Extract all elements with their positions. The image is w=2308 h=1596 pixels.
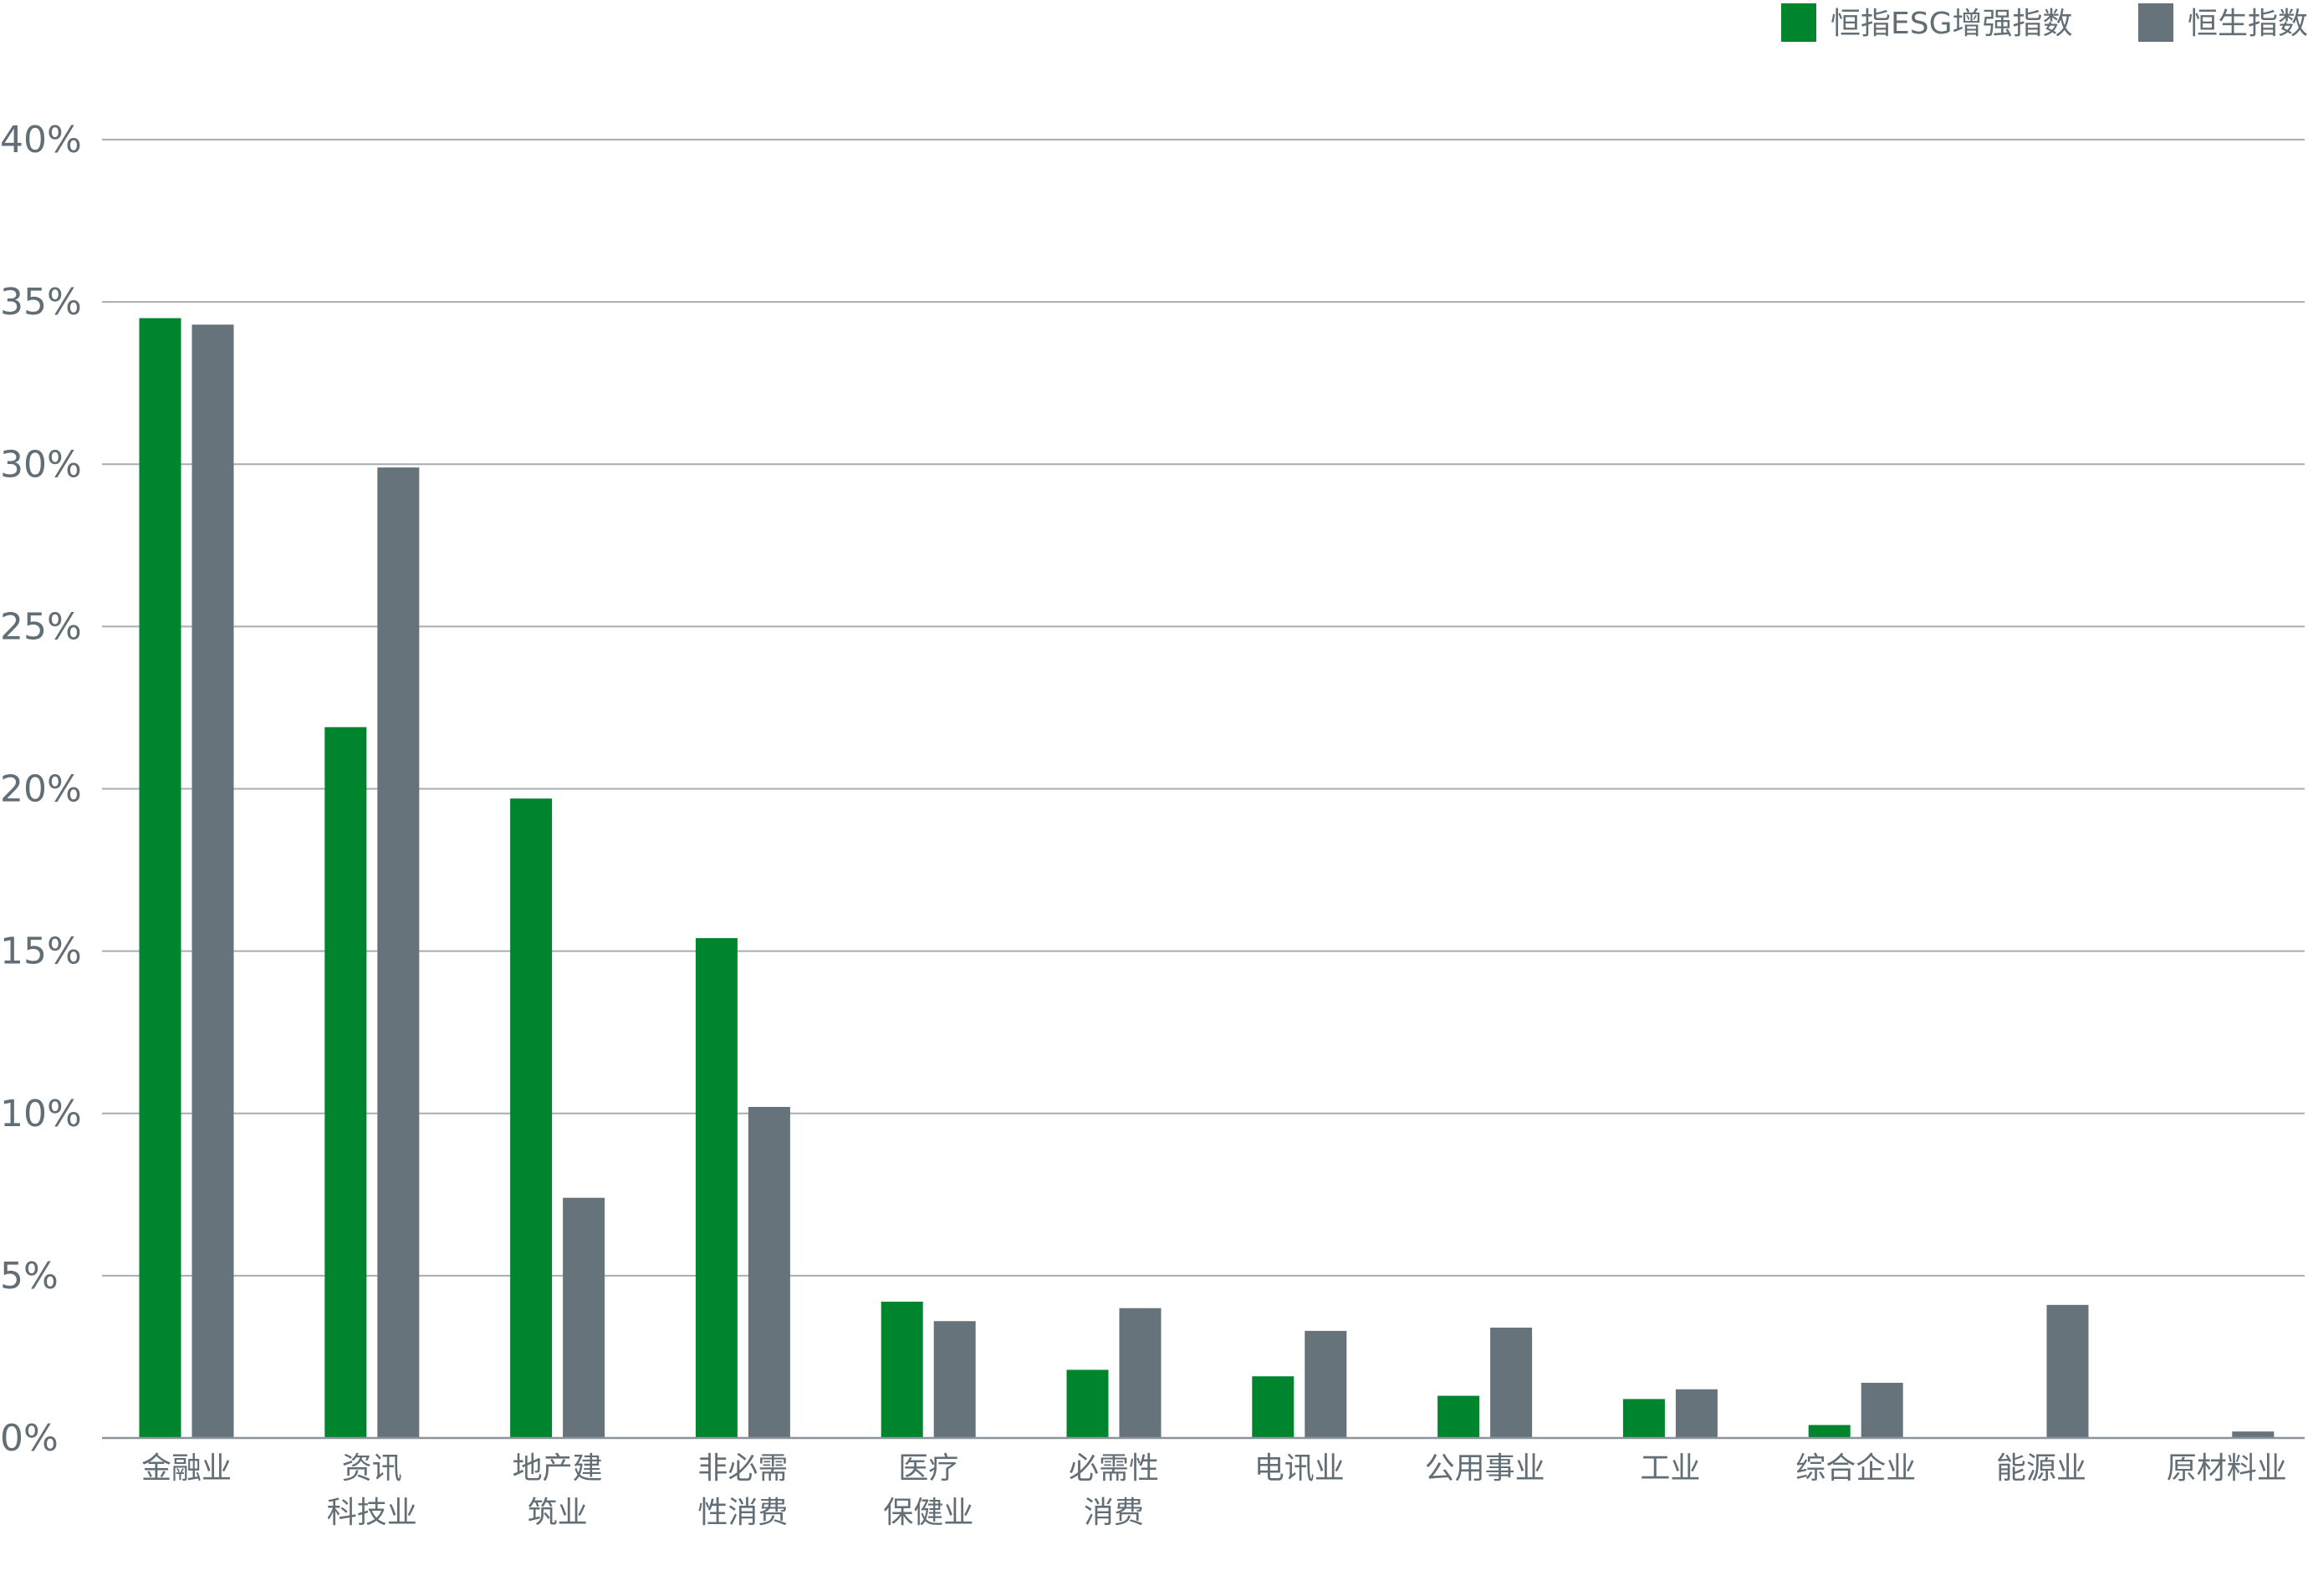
bar-group — [695, 938, 790, 1438]
legend-item: 恒生指数 — [2138, 3, 2308, 42]
x-category-label: 筑业 — [528, 1496, 588, 1530]
bar-group — [1622, 1389, 1718, 1438]
bar-esg-enhanced — [510, 798, 553, 1438]
bar-esg-enhanced — [1808, 1425, 1851, 1438]
x-category-label: 必需性 — [1069, 1451, 1159, 1486]
legend-item: 恒指ESG增强指数 — [1781, 3, 2073, 42]
y-tick-label: 35% — [0, 281, 82, 324]
bar-hang-seng — [1490, 1327, 1533, 1438]
bar-hang-seng — [377, 467, 420, 1438]
x-category-label: 保健业 — [883, 1496, 973, 1530]
legend-swatch — [1781, 3, 1816, 42]
x-category-label: 非必需 — [697, 1451, 788, 1486]
bar-hang-seng — [933, 1321, 976, 1438]
bar-group — [510, 798, 605, 1438]
x-category-label: 资讯 — [342, 1451, 402, 1486]
y-tick-label: 10% — [0, 1093, 82, 1135]
y-tick-label: 30% — [0, 443, 82, 486]
bar-group — [324, 467, 420, 1438]
bar-group — [1066, 1308, 1162, 1438]
x-category-label: 公用事业 — [1425, 1451, 1545, 1486]
bar-hang-seng — [2046, 1304, 2089, 1438]
bar-hang-seng — [1305, 1330, 1347, 1438]
x-category-label: 医疗 — [898, 1451, 958, 1486]
bar-group — [1252, 1330, 1347, 1438]
x-category-label: 综合企业 — [1795, 1451, 1916, 1486]
y-tick-label: 25% — [0, 605, 82, 648]
x-category-label: 工业 — [1640, 1451, 1700, 1486]
legend-label: 恒生指数 — [2188, 7, 2308, 41]
x-category-label: 原材料业 — [2167, 1451, 2287, 1486]
y-tick-label: 40% — [0, 119, 82, 161]
bar-esg-enhanced — [1252, 1376, 1294, 1438]
bar-group — [2046, 1304, 2089, 1438]
legend-swatch — [2138, 3, 2173, 42]
bar-hang-seng — [2232, 1431, 2275, 1438]
gridlines — [102, 139, 2305, 1277]
bar-esg-enhanced — [695, 938, 738, 1438]
y-axis-tick-labels: 0% 5% 10% 15% 20% 25% 30% 35% 40% — [0, 119, 82, 1460]
y-tick-label: 5% — [0, 1255, 59, 1298]
bar-hang-seng — [1119, 1308, 1162, 1438]
bar-esg-enhanced — [324, 727, 367, 1438]
bar-group — [1808, 1382, 1903, 1438]
x-category-label: 电讯业 — [1254, 1451, 1345, 1486]
bar-group — [881, 1301, 976, 1438]
bar-esg-enhanced — [1066, 1369, 1109, 1438]
bar-hang-seng — [1675, 1389, 1718, 1438]
bar-hang-seng — [191, 324, 234, 1438]
bar-esg-enhanced — [881, 1301, 923, 1438]
bar-group — [139, 318, 234, 1439]
y-tick-label: 20% — [0, 768, 82, 811]
bars — [139, 318, 2275, 1439]
legend: 恒指ESG增强指数 恒生指数 — [1781, 3, 2308, 42]
x-category-label: 科技业 — [327, 1496, 417, 1530]
bar-esg-enhanced — [139, 318, 181, 1439]
bar-esg-enhanced — [1437, 1395, 1480, 1438]
bar-hang-seng — [563, 1197, 605, 1438]
bar-group — [1437, 1327, 1533, 1438]
bar-hang-seng — [748, 1106, 790, 1438]
bar-esg-enhanced — [1622, 1399, 1665, 1438]
y-tick-label: 0% — [0, 1417, 59, 1460]
y-tick-label: 15% — [0, 931, 82, 973]
x-category-label: 消费 — [1084, 1496, 1144, 1530]
legend-label: 恒指ESG增强指数 — [1831, 7, 2073, 41]
x-category-label: 地产建 — [513, 1451, 603, 1486]
bar-group — [2232, 1431, 2275, 1438]
x-category-label: 金融业 — [141, 1451, 232, 1486]
x-category-label: 能源业 — [1996, 1451, 2086, 1486]
x-category-label: 性消费 — [697, 1496, 788, 1530]
bar-hang-seng — [1861, 1382, 1903, 1438]
